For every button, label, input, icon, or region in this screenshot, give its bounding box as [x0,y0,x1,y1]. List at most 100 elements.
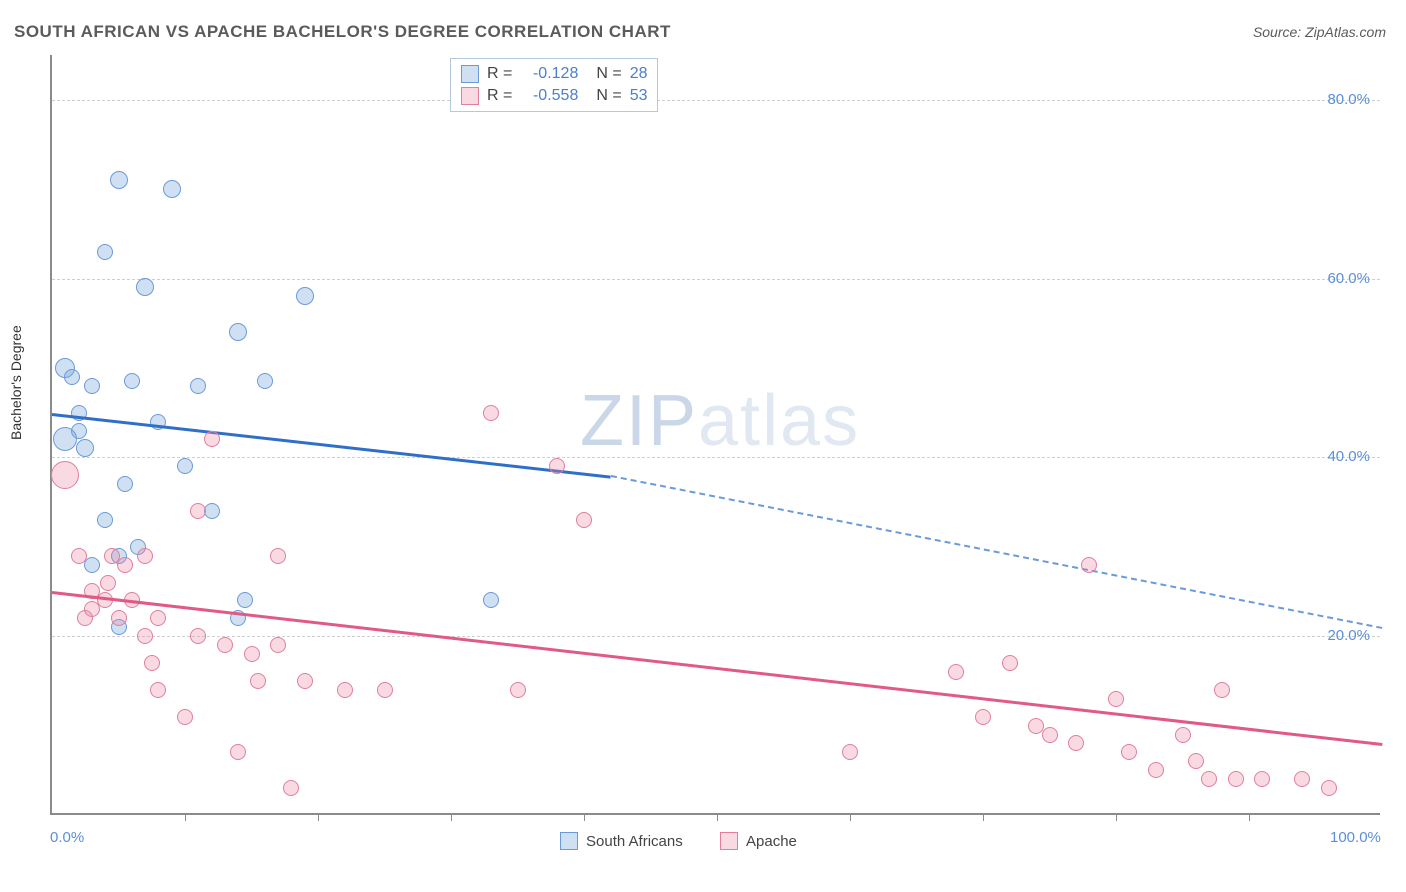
data-point [377,682,393,698]
data-point [230,744,246,760]
legend-n-label: N = [596,65,621,83]
data-point [64,369,80,385]
data-point [244,646,260,662]
data-point [144,655,160,671]
x-tick-label: 100.0% [1330,829,1381,846]
y-tick-label: 80.0% [1327,91,1370,108]
data-point [190,503,206,519]
data-point [1175,727,1191,743]
source-label: Source: ZipAtlas.com [1253,24,1386,40]
data-point [117,557,133,573]
data-point [76,439,94,457]
x-tick [983,813,984,821]
data-point [1108,691,1124,707]
gridline [52,636,1380,637]
data-point [250,673,266,689]
data-point [1068,735,1084,751]
x-tick [584,813,585,821]
data-point [483,592,499,608]
data-point [124,373,140,389]
data-point [1188,753,1204,769]
data-point [337,682,353,698]
data-point [1294,771,1310,787]
data-point [229,323,247,341]
trend-line [52,591,1382,746]
gridline [52,279,1380,280]
scatter-plot: 20.0% 40.0% 60.0% 80.0% [50,55,1380,815]
data-point [110,171,128,189]
data-point [975,709,991,725]
trend-line [52,413,611,479]
data-point [163,180,181,198]
data-point [549,458,565,474]
data-point [948,664,964,680]
data-point [576,512,592,528]
data-point [1121,744,1137,760]
data-point [136,278,154,296]
legend-row: R = -0.558 N = 53 [461,85,647,107]
y-tick-label: 20.0% [1327,627,1370,644]
data-point [150,610,166,626]
data-point [71,548,87,564]
data-point [1081,557,1097,573]
gridline [52,457,1380,458]
data-point [1254,771,1270,787]
legend-n-label: N = [596,87,621,105]
y-axis-label: Bachelor's Degree [8,325,24,440]
x-tick [185,813,186,821]
y-tick-label: 40.0% [1327,448,1370,465]
data-point [97,244,113,260]
legend-swatch [560,832,578,850]
data-point [117,476,133,492]
data-point [204,431,220,447]
legend-series-name: South Africans [586,833,683,850]
data-point [237,592,253,608]
data-point [190,378,206,394]
y-tick-label: 60.0% [1327,270,1370,287]
data-point [100,575,116,591]
data-point [190,628,206,644]
data-point [270,548,286,564]
data-point [483,405,499,421]
data-point [1002,655,1018,671]
data-point [257,373,273,389]
legend-n-value: 28 [630,65,648,83]
data-point [84,378,100,394]
data-point [137,628,153,644]
legend-series-name: Apache [746,833,797,850]
data-point [270,637,286,653]
x-tick [318,813,319,821]
data-point [296,287,314,305]
x-tick [451,813,452,821]
chart-title: SOUTH AFRICAN VS APACHE BACHELOR'S DEGRE… [14,22,671,42]
data-point [217,637,233,653]
data-point [1321,780,1337,796]
data-point [842,744,858,760]
legend-n-value: 53 [630,87,648,105]
data-point [1042,727,1058,743]
data-point [77,610,93,626]
data-point [283,780,299,796]
data-point [53,427,77,451]
legend-series-item: South Africans [560,832,683,850]
legend-r-label: R = [487,87,512,105]
gridline [52,100,1380,101]
legend-r-value: -0.558 [520,87,578,105]
x-tick-label: 0.0% [50,829,84,846]
data-point [51,461,79,489]
x-tick [850,813,851,821]
legend-swatch [461,65,479,83]
legend-series-item: Apache [720,832,797,850]
data-point [297,673,313,689]
data-point [1201,771,1217,787]
legend-swatch [720,832,738,850]
data-point [1148,762,1164,778]
legend-correlation: R =-0.128N =28R =-0.558N =53 [450,58,658,112]
data-point [1214,682,1230,698]
data-point [84,557,100,573]
x-tick [1116,813,1117,821]
data-point [177,709,193,725]
legend-row: R =-0.128N =28 [461,63,647,85]
data-point [510,682,526,698]
data-point [137,548,153,564]
